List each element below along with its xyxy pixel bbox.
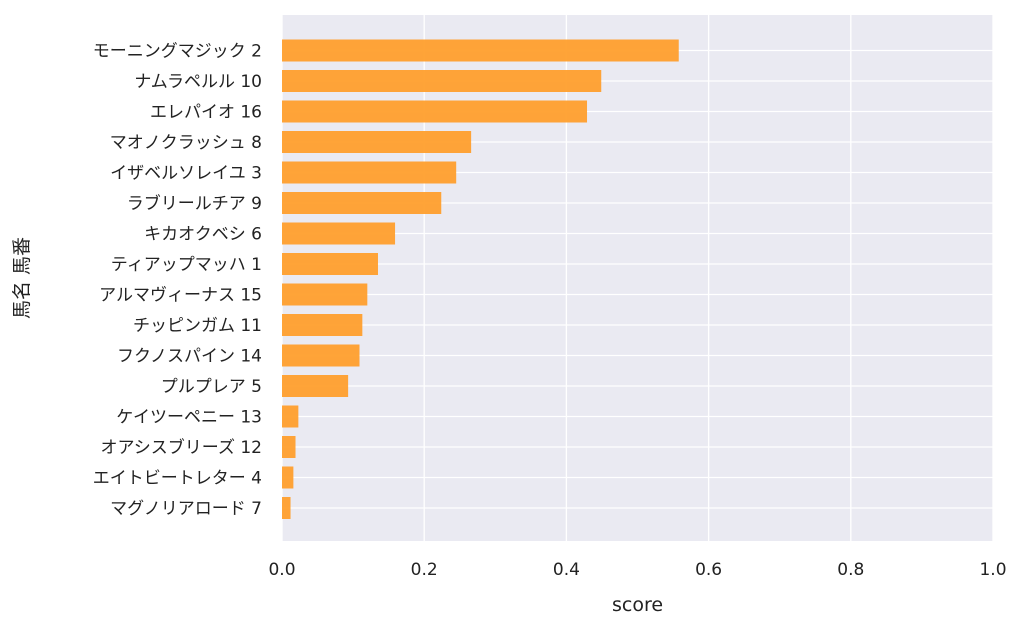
bar <box>282 283 368 306</box>
category-label: プルプレア 5 <box>161 377 262 397</box>
bar <box>282 39 679 62</box>
bar <box>282 222 396 245</box>
bars <box>282 39 679 519</box>
category-label: オアシスブリーズ 12 <box>100 437 262 458</box>
category-label: ラブリールチア 9 <box>127 193 262 214</box>
bar <box>282 405 299 428</box>
bar <box>282 497 291 519</box>
bar <box>282 131 472 153</box>
category-label: ティアップマッハ 1 <box>111 255 262 275</box>
category-label: ケイツーペニー 13 <box>116 408 262 428</box>
category-label: キカオクベシ 6 <box>144 225 262 245</box>
category-label: チッピンガム 11 <box>133 316 262 336</box>
bar <box>282 70 602 92</box>
bar <box>282 100 588 123</box>
bar <box>282 344 360 367</box>
bar <box>282 161 457 184</box>
category-label: イザベルソレイユ 3 <box>110 164 262 184</box>
category-label: モーニングマジック 2 <box>93 42 262 62</box>
bar <box>282 253 378 275</box>
x-tick-label: 0.0 <box>268 560 295 580</box>
bar <box>282 314 363 336</box>
category-labels: モーニングマジック 2 ナムラペルル 10 エレパイオ 16 マオノクラッシュ 8 イザ… <box>93 42 262 520</box>
x-tick-label: 0.8 <box>837 560 864 580</box>
x-tick-labels: 0.0 0.2 0.4 0.6 0.8 1.0 <box>268 560 1006 580</box>
y-axis-title: 馬名 馬番 <box>11 237 33 319</box>
bar <box>282 436 296 458</box>
x-axis-title: score <box>612 594 663 616</box>
category-label: フクノスパイン 14 <box>117 347 262 367</box>
x-tick-label: 0.6 <box>695 560 722 580</box>
category-label: エイトビートレター 4 <box>93 469 262 489</box>
bar <box>282 466 294 489</box>
bar <box>282 375 349 397</box>
plot-area <box>282 15 993 541</box>
category-label: マグノリアロード 7 <box>110 499 262 519</box>
bar <box>282 192 442 214</box>
x-tick-label: 0.4 <box>553 560 580 580</box>
category-label: エレパイオ 16 <box>150 103 262 123</box>
x-tick-label: 1.0 <box>979 560 1006 580</box>
x-tick-label: 0.2 <box>411 560 438 580</box>
category-label: マオノクラッシュ 8 <box>110 133 262 153</box>
category-label: アルマヴィーナス 15 <box>99 286 262 306</box>
category-label: ナムラペルル 10 <box>134 72 262 92</box>
